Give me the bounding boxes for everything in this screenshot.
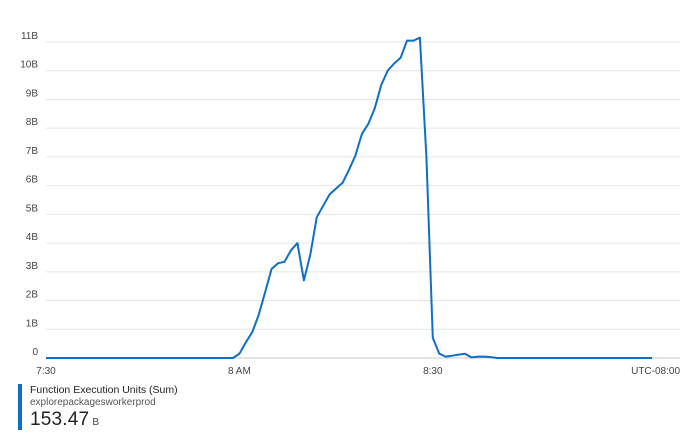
x-axis-tick-labels: 7:30 8 AM 8:30 [36,366,443,377]
x-tick-label: 8:30 [423,366,443,377]
legend-resource-name: explorepackagesworkerprod [30,397,156,408]
line-chart: 0 1B 2B 3B 4B 5B 6B 7B 8B 9B 10B 11B 7:30 8 AM 8:30 U… [20,31,680,377]
legend-item[interactable]: Function Execution Units (Sum) explorepa… [18,382,318,432]
y-tick-label: 9B [26,88,39,99]
y-tick-label: 3B [26,261,39,272]
y-tick-label: 5B [26,203,39,214]
y-tick-label: 11B [21,31,38,42]
y-axis-tick-labels: 0 1B 2B 3B 4B 5B 6B 7B 8B 9B 10B 11B [20,31,38,358]
series-lines [46,36,652,359]
legend-total-unit: B [92,417,99,428]
y-tick-label: 8B [26,117,39,128]
y-tick-label: 10B [20,60,38,71]
legend-metric-name: Function Execution Units (Sum) [30,384,178,396]
y-tick-label: 1B [26,318,39,329]
series-line[interactable] [46,36,652,359]
y-tick-label: 7B [26,146,39,157]
timezone-label: UTC-08:00 [631,366,680,377]
y-tick-label: 2B [26,290,39,301]
legend-color-swatch [18,384,22,430]
y-tick-label: 6B [26,175,39,186]
legend-total: 153.47 B [30,409,99,431]
legend-total-value: 153.47 [30,409,90,430]
y-tick-label: 4B [26,232,39,243]
y-tick-label: 0 [32,347,38,358]
x-tick-label: 8 AM [228,366,251,377]
gridlines [46,41,680,359]
x-tick-label: 7:30 [36,366,56,377]
